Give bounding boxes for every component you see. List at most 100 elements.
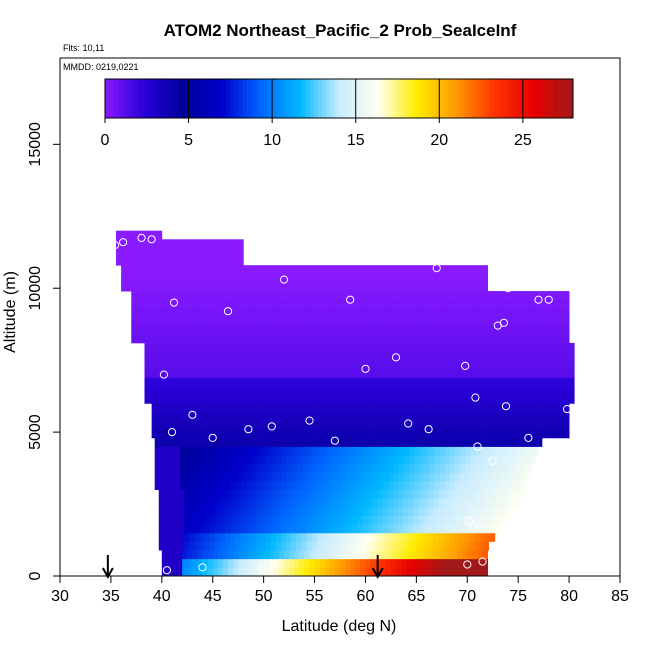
field-cell: [322, 481, 329, 491]
field-cell: [175, 351, 181, 361]
field-cell: [314, 567, 321, 577]
field-cell: [418, 498, 424, 508]
field-cell: [307, 394, 313, 404]
field-cell: [543, 325, 550, 335]
field-cell: [299, 325, 305, 335]
field-cell: [177, 403, 183, 413]
field-cell: [228, 247, 234, 257]
field-cell: [228, 429, 234, 439]
field-cell: [174, 489, 180, 499]
field-cell: [444, 446, 451, 456]
field-cell: [375, 282, 382, 292]
colorbar-cell: [213, 79, 219, 118]
field-cell: [502, 317, 509, 327]
field-cell: [278, 567, 285, 577]
field-cell: [558, 411, 565, 421]
field-cell: [416, 325, 422, 335]
field-cell: [185, 472, 191, 482]
field-cell: [429, 360, 436, 370]
field-cell: [202, 291, 209, 301]
field-cell: [260, 541, 267, 551]
field-cell: [401, 429, 407, 439]
field-cell: [299, 317, 305, 327]
field-cell: [452, 334, 458, 344]
field-cell: [231, 446, 237, 456]
flight-point: [198, 563, 207, 572]
field-cell: [426, 317, 433, 327]
field-cell: [246, 437, 252, 447]
field-cell: [353, 360, 359, 370]
field-cell: [531, 446, 537, 456]
colorbar-cell: [364, 79, 369, 118]
field-cell: [161, 429, 168, 439]
field-cell: [149, 360, 156, 370]
field-cell: [273, 265, 280, 275]
field-cell: [284, 317, 290, 327]
field-cell: [446, 265, 453, 275]
field-cell: [121, 265, 127, 275]
field-cell: [383, 437, 390, 447]
field-cell: [393, 481, 400, 491]
field-cell: [332, 446, 339, 456]
field-cell: [472, 299, 478, 309]
field-cell: [465, 351, 471, 361]
field-cell: [418, 541, 424, 551]
field-cell: [497, 291, 504, 301]
field-cell: [289, 299, 295, 309]
field-cell: [505, 394, 512, 404]
field-cell: [316, 506, 323, 516]
field-cell: [240, 532, 246, 542]
field-cell: [572, 386, 575, 396]
field-cell: [268, 550, 275, 560]
field-cell: [448, 489, 455, 499]
field-cell: [533, 291, 539, 301]
field-cell: [388, 342, 395, 352]
field-cell: [278, 420, 285, 430]
field-cell: [446, 550, 453, 560]
field-cell: [253, 429, 259, 439]
field-cell: [477, 308, 483, 318]
field-cell: [340, 308, 346, 318]
field-cell: [220, 455, 227, 465]
field-cell: [401, 325, 407, 335]
field-cell: [166, 550, 173, 560]
flight-point: [223, 307, 233, 316]
field-cell: [204, 541, 211, 551]
field-cell: [551, 394, 558, 404]
field-cell: [495, 386, 502, 396]
field-cell: [156, 299, 163, 309]
field-cell: [482, 550, 489, 560]
field-cell: [205, 446, 212, 456]
colorbar-cell: [560, 79, 565, 118]
field-cell: [273, 420, 280, 430]
field-cell: [136, 299, 142, 309]
field-cell: [446, 429, 453, 439]
field-cell: [513, 317, 519, 327]
field-cell: [494, 506, 501, 516]
field-cell: [467, 334, 473, 344]
field-cell: [241, 360, 247, 370]
field-cell: [556, 386, 563, 396]
field-cell: [426, 420, 433, 430]
field-cell: [200, 394, 206, 404]
field-cell: [189, 498, 195, 508]
field-cell: [505, 351, 512, 361]
field-cell: [199, 498, 205, 508]
field-cell: [302, 351, 308, 361]
field-cell: [296, 541, 302, 551]
field-cell: [526, 437, 532, 447]
field-cell: [166, 334, 173, 344]
field-cell: [409, 437, 415, 447]
field-cell: [314, 291, 321, 301]
field-cell: [331, 506, 338, 516]
field-cell: [297, 360, 303, 370]
field-cell: [543, 411, 550, 421]
field-cell: [462, 273, 468, 283]
field-cell: [154, 455, 161, 465]
field-cell: [526, 386, 532, 396]
field-cell: [479, 515, 485, 525]
field-cell: [411, 308, 417, 318]
field-cell: [275, 489, 282, 499]
field-cell: [228, 403, 234, 413]
field-cell: [287, 455, 293, 465]
